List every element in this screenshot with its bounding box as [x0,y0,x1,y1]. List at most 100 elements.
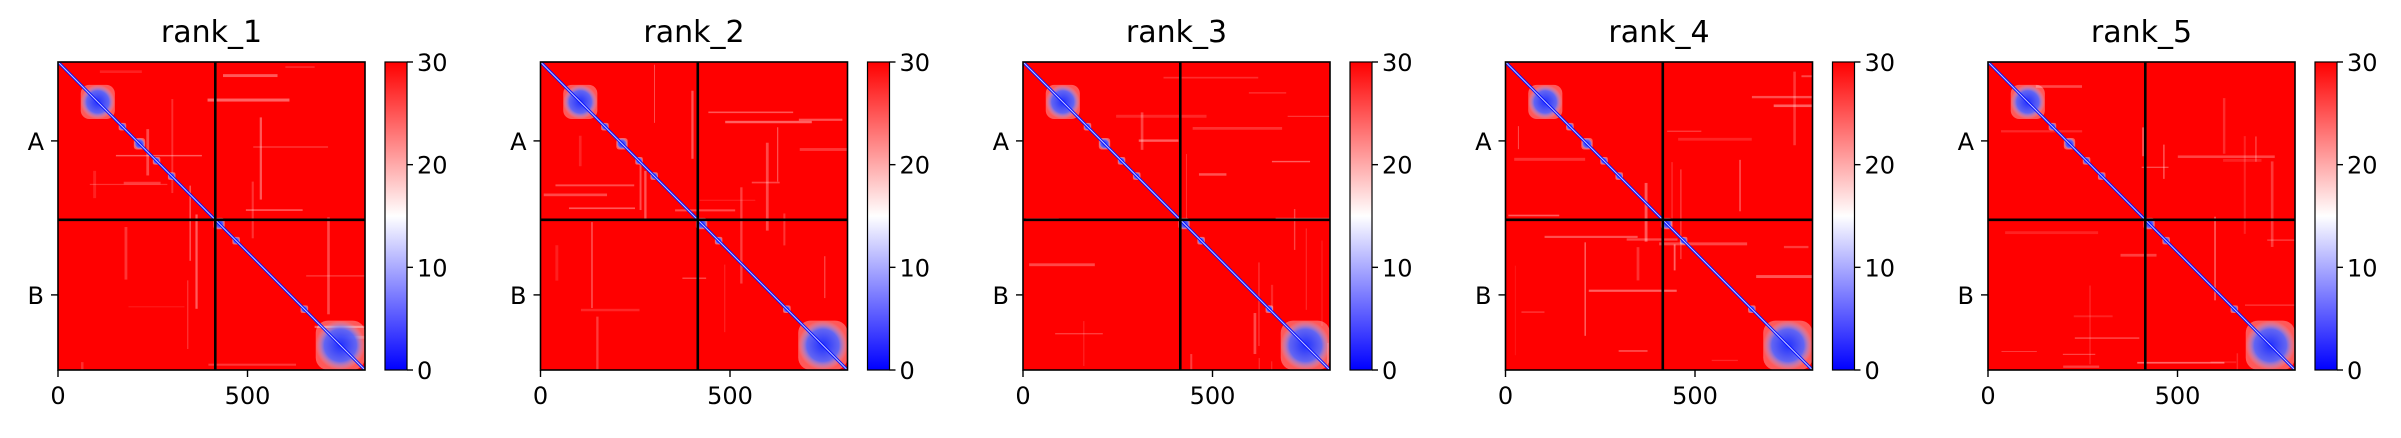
heatmap-texture [591,222,593,309]
colorbar: 0 10 20 30 [384,49,448,385]
heatmap-texture [1321,240,1323,327]
chart-title: rank_1 [161,15,262,50]
heatmap-texture [596,316,599,370]
chart-title: rank_2 [643,15,744,50]
heatmap-texture [783,213,786,246]
heatmap-texture [1198,173,1227,176]
heatmap-plot [1023,62,1330,370]
heatmap-texture [123,181,161,185]
colorbar-tick-label: 10 [2347,254,2378,282]
heatmap-texture [2214,216,2216,301]
colorbar-tick-label: 10 [900,254,931,282]
x-tick-label: 500 [225,382,271,410]
heatmap-texture [128,306,185,308]
heatmap-diagonal-highlight [1023,62,1330,370]
colorbar-tick-label: 0 [1865,357,1880,385]
heatmap-texture [2163,144,2165,179]
heatmap-texture [253,146,329,148]
heatmap-texture [1667,130,1702,132]
heatmap-texture [187,280,189,349]
heatmap-texture [799,148,848,151]
colorbar: 0 10 20 30 [866,49,931,385]
heatmap-texture [327,217,330,315]
colorbar-tick-label: 30 [1865,49,1896,77]
chart-panel-4: rank_4 A B 0 500 0 10 20 30 [1475,15,1895,410]
heatmap-texture [1588,289,1677,292]
heatmap-texture [644,170,647,220]
heatmap-texture [1521,311,1545,313]
heatmap-texture [751,181,780,184]
heatmap-texture [543,193,608,197]
heatmap-texture [691,90,694,159]
heatmap-texture [1514,265,1516,356]
heatmap-texture [1680,169,1682,260]
heatmap-texture [776,127,779,182]
heatmap-texture [208,363,297,366]
chart-panel-5: rank_5 A B 0 500 0 10 20 30 [1958,15,2378,410]
heatmap-texture [2073,315,2113,318]
colorbar-tick-label: 10 [417,254,448,282]
heatmap-diagonal-highlight [540,62,848,370]
heatmap-texture [1793,71,1796,146]
x-tick-label: 0 [533,382,548,410]
heatmap-texture [798,118,843,121]
heatmap-texture [2236,353,2239,370]
x-tick-label: 0 [50,382,65,410]
chain-label: B [510,282,526,310]
heatmap-texture [2210,361,2237,364]
heatmap-texture [1029,263,1095,267]
heatmap-texture [1517,126,1520,150]
heatmap-texture [1305,228,1307,310]
colorbar-tick-label: 20 [1865,152,1896,180]
heatmap-texture [555,184,635,187]
heatmap-texture [251,181,254,239]
heatmap-texture [285,66,315,68]
colorbar-gradient [866,61,891,371]
heatmap-texture [699,199,756,201]
colorbar-tick-label: 30 [2347,49,2378,77]
heatmap-texture [2120,253,2157,257]
heatmap-texture [1671,162,1673,231]
colorbar-tick-label: 10 [1865,254,1896,282]
heatmap-texture [1083,321,1085,366]
heatmap-texture [2001,351,2037,352]
heatmap-texture [81,362,84,370]
heatmap-texture [1514,157,1586,161]
chain-label: A [28,128,45,156]
heatmap-texture [1271,160,1311,163]
plot-frame [1987,61,2296,371]
colorbar-tick-label: 20 [900,152,931,180]
heatmap-diagonal-highlight [1505,62,1813,370]
heatmap-plot [58,62,365,370]
heatmap-texture [1186,153,1187,222]
heatmap-texture [1801,75,1813,78]
heatmap-texture [93,170,97,199]
colorbar-tick-label: 0 [2347,357,2362,385]
heatmap-texture [2223,159,2262,162]
colorbar-tick-label: 20 [1382,152,1413,180]
x-tick-label: 500 [707,382,753,410]
heatmap-texture [1711,359,1738,362]
x-tick-label: 500 [1190,382,1236,410]
plot-frame [1504,61,1814,371]
heatmap-texture [171,99,174,194]
colorbar-tick-label: 30 [1382,49,1413,77]
heatmap-texture [682,277,707,280]
heatmap-texture [2255,136,2257,162]
heatmap-texture [1751,95,1813,99]
heatmap-texture [1626,238,1678,241]
heatmap-texture [1253,313,1257,355]
heatmap-plot [540,62,848,370]
heatmap-texture [740,187,743,284]
heatmap-texture [1673,244,1676,271]
chart-panel-2: rank_2 A B 0 500 0 10 20 30 [510,15,930,410]
chain-label: B [993,282,1009,310]
heatmap-texture [245,209,303,211]
heatmap-texture [2137,361,2225,364]
colorbar-tick-label: 0 [1382,357,1397,385]
heatmap-texture [1258,262,1260,346]
heatmap-texture [2222,98,2226,154]
heatmap-texture [2270,161,2274,247]
x-tick-label: 500 [1672,382,1718,410]
heatmap-texture [2177,155,2275,158]
